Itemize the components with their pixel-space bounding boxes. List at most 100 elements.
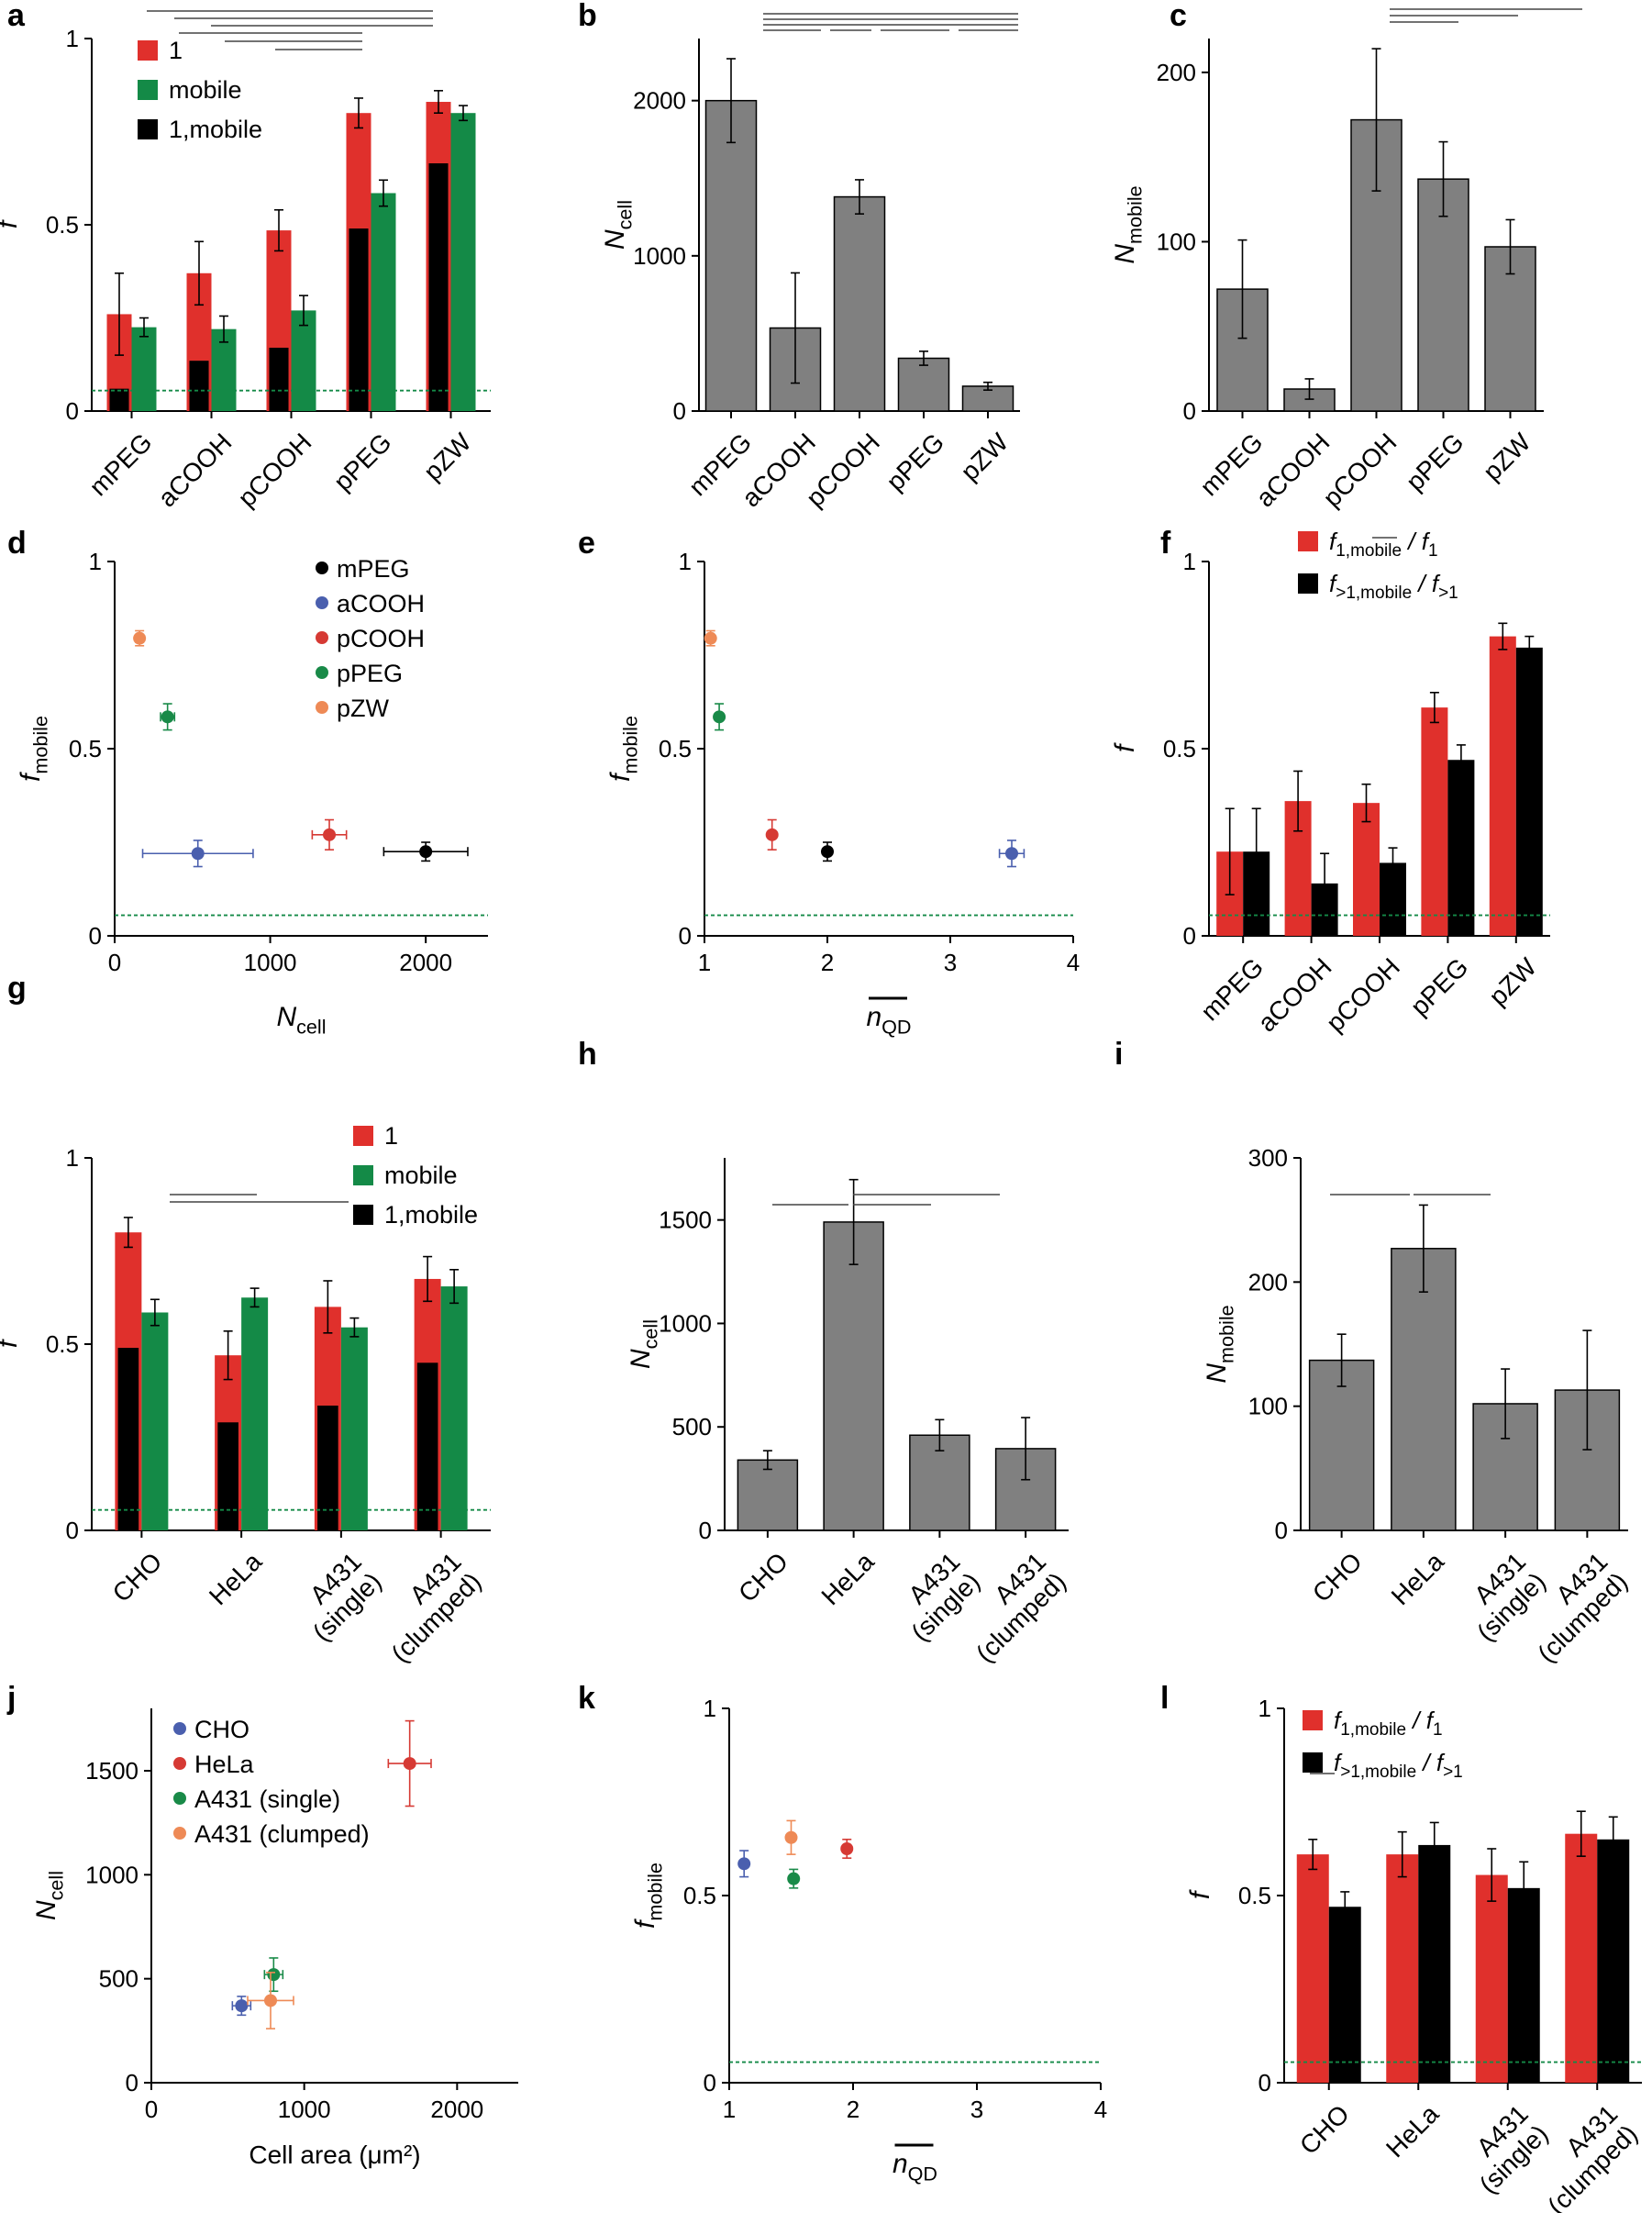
panel-letter-e: e <box>578 526 595 561</box>
y-tick-label: 0 <box>126 2069 139 2096</box>
y-tick-label: 0.5 <box>683 1882 716 1909</box>
y-axis-label: fmobile <box>630 1863 666 1929</box>
x-tick-label: A431(single) <box>886 1547 986 1647</box>
legend-swatch <box>1303 1710 1323 1730</box>
bar-c-N-3 <box>1417 178 1469 412</box>
x-tick-label: CHO <box>1307 1547 1368 1607</box>
legend-label: pZW <box>337 695 390 722</box>
legend-label: f1,mobile / f1 <box>1334 1707 1443 1740</box>
bar-g-1-mobile-3 <box>416 1362 438 1530</box>
legend-swatch <box>353 1126 373 1146</box>
x-tick-label: 2 <box>847 2096 859 2123</box>
x-axis-label: nQD <box>893 2149 937 2185</box>
x-tick-label: 1000 <box>278 2096 331 2123</box>
y-tick-label: 500 <box>99 1965 139 1993</box>
x-tick-label: 4 <box>1094 2096 1107 2123</box>
y-axis-label: f <box>1110 742 1140 752</box>
bar-f-f1-mobile-f1-3 <box>1421 707 1448 936</box>
y-tick-label: 0 <box>704 2069 716 2096</box>
bar-l-f-1-mobile-f-1-3 <box>1597 1839 1630 2083</box>
y-axis-label: Ncell <box>31 1871 67 1920</box>
x-tick-label: 1000 <box>244 949 297 976</box>
point-k-hela <box>840 1842 854 1855</box>
panel-letter-a: a <box>7 0 26 33</box>
bar-l-f-1-mobile-f-1-1 <box>1418 1844 1451 2083</box>
legend-label: f>1,mobile / f>1 <box>1334 1749 1463 1782</box>
legend-marker <box>173 1757 186 1770</box>
x-tick-label: 4 <box>1067 949 1080 976</box>
y-axis-label: fmobile <box>605 716 641 782</box>
bar-l-f1-mobile-f1-3 <box>1565 1833 1598 2083</box>
panel-letter-f: f <box>1160 526 1171 561</box>
x-tick-label: 0 <box>108 949 121 976</box>
bar-g-mobile-0 <box>141 1312 169 1530</box>
bar-l-f1-mobile-f1-1 <box>1386 1854 1419 2083</box>
point-d-pzw <box>133 631 147 645</box>
x-tick-label: pPEG <box>1405 952 1474 1021</box>
x-tick-label: HeLa <box>1386 1547 1450 1611</box>
y-axis-label: Nmobile <box>1110 185 1146 263</box>
point-e-pcooh <box>765 828 779 841</box>
bar-a-1-mobile-3 <box>349 228 369 411</box>
y-tick-label: 0.5 <box>1238 1882 1271 1909</box>
y-tick-label: 200 <box>1157 59 1196 86</box>
point-j-hela <box>403 1757 416 1771</box>
x-tick-label: A431(single) <box>287 1547 387 1647</box>
point-j-a431-clumped- <box>264 1994 277 2007</box>
bar-h-N-0 <box>737 1459 799 1531</box>
y-tick-label: 0 <box>1183 922 1196 950</box>
y-tick-label: 1500 <box>85 1757 139 1785</box>
bar-b-N-0 <box>704 99 758 412</box>
point-e-acooh <box>1005 847 1018 861</box>
panel-g: 0 0.5 1 f CHO HeLa A431(single)A431(clumped) 1 m… <box>0 971 491 1668</box>
legend-marker <box>173 1722 186 1735</box>
legend-label: 1 <box>384 1122 398 1150</box>
y-tick-label: 1 <box>704 1695 716 1722</box>
x-tick-label: pPEG <box>328 428 397 496</box>
legend-label: CHO <box>194 1716 249 1743</box>
y-tick-label: 2000 <box>633 87 686 115</box>
y-axis-label: f <box>0 218 23 228</box>
bar-a-1-mobile-0 <box>109 388 129 411</box>
y-tick-label: 1 <box>66 25 79 52</box>
panel-letter-j: j <box>6 1681 16 1716</box>
x-tick-label: HeLa <box>204 1547 268 1611</box>
legend-label: f1,mobile / f1 <box>1329 528 1438 561</box>
y-tick-label: 0 <box>679 922 692 950</box>
bar-i-N-0 <box>1308 1359 1375 1531</box>
legend-swatch <box>353 1165 373 1185</box>
y-tick-label: 1000 <box>85 1861 139 1888</box>
bar-l-f1-mobile-f1-2 <box>1475 1874 1508 2083</box>
bar-a-1-mobile-4 <box>428 163 449 411</box>
legend-marker <box>316 701 328 714</box>
bar-c-N-2 <box>1350 118 1403 412</box>
x-tick-label: 3 <box>970 2096 983 2123</box>
bar-l-f-1-mobile-f-1-2 <box>1507 1887 1540 2083</box>
panel-h: 0 500 1000 1500 Ncell CHO HeLa A431(single) A431… <box>578 1037 1071 1668</box>
panel-letter-g: g <box>7 971 27 1006</box>
legend-label: 1,mobile <box>169 116 262 143</box>
bar-g-mobile-3 <box>440 1286 468 1530</box>
y-tick-label: 0 <box>1275 1517 1288 1544</box>
x-tick-label: 1 <box>723 2096 736 2123</box>
y-axis-label: Ncell <box>626 1319 661 1369</box>
legend-marker <box>316 631 328 644</box>
x-tick-label: pZW <box>1478 428 1536 486</box>
y-axis-label: f <box>1185 1889 1215 1899</box>
bar-g-1-mobile-2 <box>317 1405 338 1530</box>
point-d-ppeg <box>161 710 174 724</box>
point-e-ppeg <box>713 710 726 724</box>
point-k-cho <box>737 1857 751 1871</box>
point-k-a431-clumped- <box>784 1830 798 1844</box>
bar-l-f1-mobile-f1-0 <box>1296 1854 1329 2083</box>
panel-letter-d: d <box>7 526 27 561</box>
x-axis-label: nQD <box>866 1002 911 1038</box>
bar-a-mobile-3 <box>371 193 396 411</box>
x-tick-label: CHO <box>733 1547 793 1607</box>
point-e-pzw <box>704 631 717 645</box>
bar-a-1-mobile-1 <box>189 361 209 411</box>
y-tick-label: 100 <box>1248 1393 1288 1420</box>
